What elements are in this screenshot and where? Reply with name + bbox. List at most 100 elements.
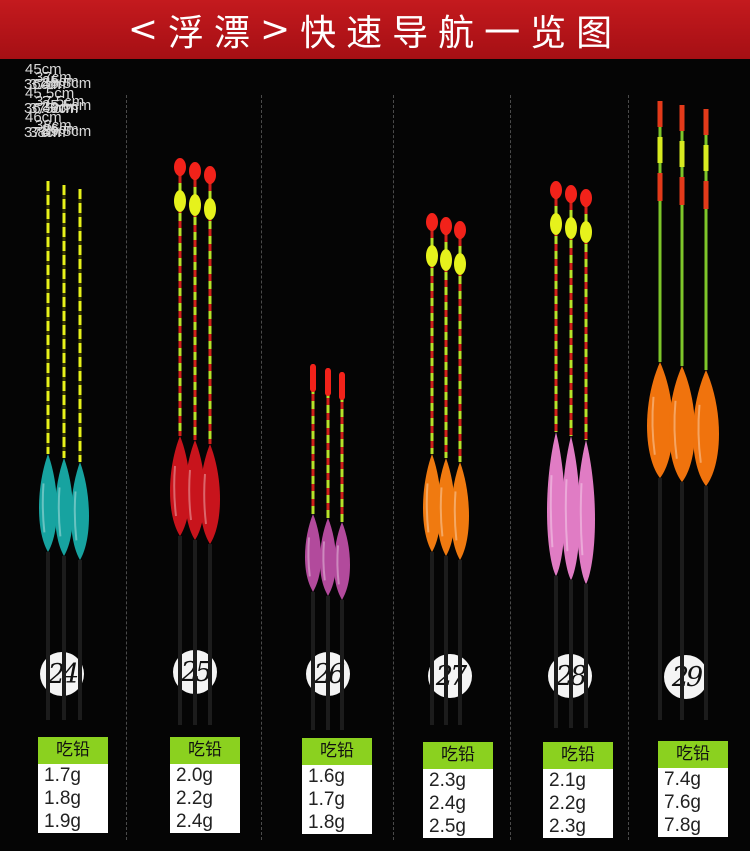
float-group [39, 181, 89, 720]
float-group [547, 181, 595, 728]
float-body [71, 462, 89, 560]
column-divider [628, 95, 629, 840]
float-cap [339, 372, 345, 400]
float-cap [325, 368, 331, 396]
weight-value: 2.4g [176, 811, 213, 832]
float-body [39, 454, 57, 552]
weight-value: 2.0g [176, 765, 213, 786]
float-cap [310, 364, 316, 392]
float-body [305, 514, 321, 592]
weight-value: 2.4g [429, 793, 466, 814]
float-bead [550, 213, 562, 235]
float-cap [440, 217, 452, 235]
float-body [693, 370, 719, 486]
weight-value: 1.8g [44, 788, 81, 809]
weight-value: 1.7g [308, 789, 345, 810]
weight-label: 吃铅 [170, 737, 240, 764]
float-cap [454, 221, 466, 239]
length-value: 37cm [35, 69, 72, 86]
weight-value: 7.6g [664, 792, 701, 813]
float-body [170, 436, 190, 536]
length-value: 36cm [24, 76, 61, 93]
length-value: 45.5cm [25, 85, 75, 102]
weight-spec-card: 吃铅 2.0g 2.2g 2.4g [170, 737, 240, 833]
header-title: 浮漂 [167, 12, 260, 54]
length-list: 37cm 37.5cm 38cm [35, 66, 155, 138]
float-body-highlight [549, 475, 554, 548]
float-body-highlight [173, 465, 177, 517]
float-cap [550, 181, 562, 199]
weight-value: 1.8g [308, 812, 345, 833]
product-column-27: 36cm 36.5cm 37cm 27 吃铅 2.3g 2.4g 2.5g [0, 0, 493, 851]
weight-value: 7.8g [664, 815, 701, 836]
weight-value: 2.5g [429, 816, 466, 837]
float-body [437, 458, 455, 556]
float-body-highlight [697, 404, 702, 463]
weight-value: 7.4g [664, 769, 701, 790]
column-divider [261, 95, 262, 840]
length-list: 36cm 36.5cm 37cm [24, 73, 144, 145]
float-bead [580, 221, 592, 243]
float-body-highlight [41, 483, 46, 533]
column-divider [126, 95, 127, 840]
length-value: 37.5cm [29, 100, 79, 117]
header-right-bracket: > [260, 9, 301, 50]
length-value: 39cm [42, 99, 79, 116]
float-cap [426, 213, 438, 231]
product-column-29: 45cm 45.5cm 46cm 29 吃铅 7.4g 7.6g 7.8g [0, 0, 728, 851]
float-cap [580, 189, 592, 207]
column-divider [393, 95, 394, 840]
float-body [547, 432, 565, 576]
weight-value: 2.1g [549, 770, 586, 791]
float-body-highlight [73, 491, 78, 541]
float-body [669, 366, 695, 482]
weight-value: 2.3g [429, 770, 466, 791]
float-cap [189, 162, 201, 180]
float-body-highlight [57, 487, 62, 537]
float-group [305, 364, 350, 730]
float-body-highlight [564, 479, 569, 552]
float-bead [174, 190, 186, 212]
column-divider [510, 95, 511, 840]
header-subtitle: 快速导航一览图 [300, 12, 623, 54]
length-value: 45cm [25, 61, 62, 78]
length-value: 25.5cm [42, 97, 92, 114]
model-number-badge: 29 [664, 655, 708, 699]
float-group [423, 213, 469, 725]
length-list: 25cm 25.5cm 26cm [42, 70, 162, 142]
header-banner: < 浮漂 > 快速导航一览图 [0, 0, 750, 59]
float-body-highlight [439, 487, 444, 537]
float-body-highlight [322, 541, 326, 581]
weight-label: 吃铅 [658, 741, 728, 768]
float-group [170, 158, 220, 725]
float-bead [426, 245, 438, 267]
weight-spec-card: 吃铅 1.7g 1.8g 1.9g [38, 737, 108, 833]
length-value: 26cm [42, 121, 79, 138]
weight-value: 2.2g [549, 793, 586, 814]
length-list: 38.5cm 39cm 39.5cm [42, 72, 162, 144]
float-bead [440, 249, 452, 271]
weight-spec-card: 吃铅 7.4g 7.6g 7.8g [658, 741, 728, 837]
float-body [577, 440, 595, 584]
weight-label: 吃铅 [38, 737, 108, 764]
float-body [320, 518, 336, 596]
float-body [334, 522, 350, 600]
weight-label: 吃铅 [423, 742, 493, 769]
length-value: 25cm [42, 73, 79, 90]
float-body [562, 436, 580, 580]
float-body-highlight [579, 483, 584, 556]
weight-value: 1.9g [44, 811, 81, 832]
float-cap [174, 158, 186, 176]
weight-value: 2.2g [176, 788, 213, 809]
length-list: 37cm 37.5cm 38cm [29, 73, 149, 145]
weight-value: 1.7g [44, 765, 81, 786]
float-bead [189, 194, 201, 216]
weight-spec-card: 吃铅 1.6g 1.7g 1.8g [302, 738, 372, 834]
float-body [55, 458, 73, 556]
float-group [647, 101, 719, 720]
length-value: 39.5cm [42, 123, 92, 140]
weight-spec-card: 吃铅 2.1g 2.2g 2.3g [543, 742, 613, 838]
float-bead [454, 253, 466, 275]
float-body [423, 454, 441, 552]
